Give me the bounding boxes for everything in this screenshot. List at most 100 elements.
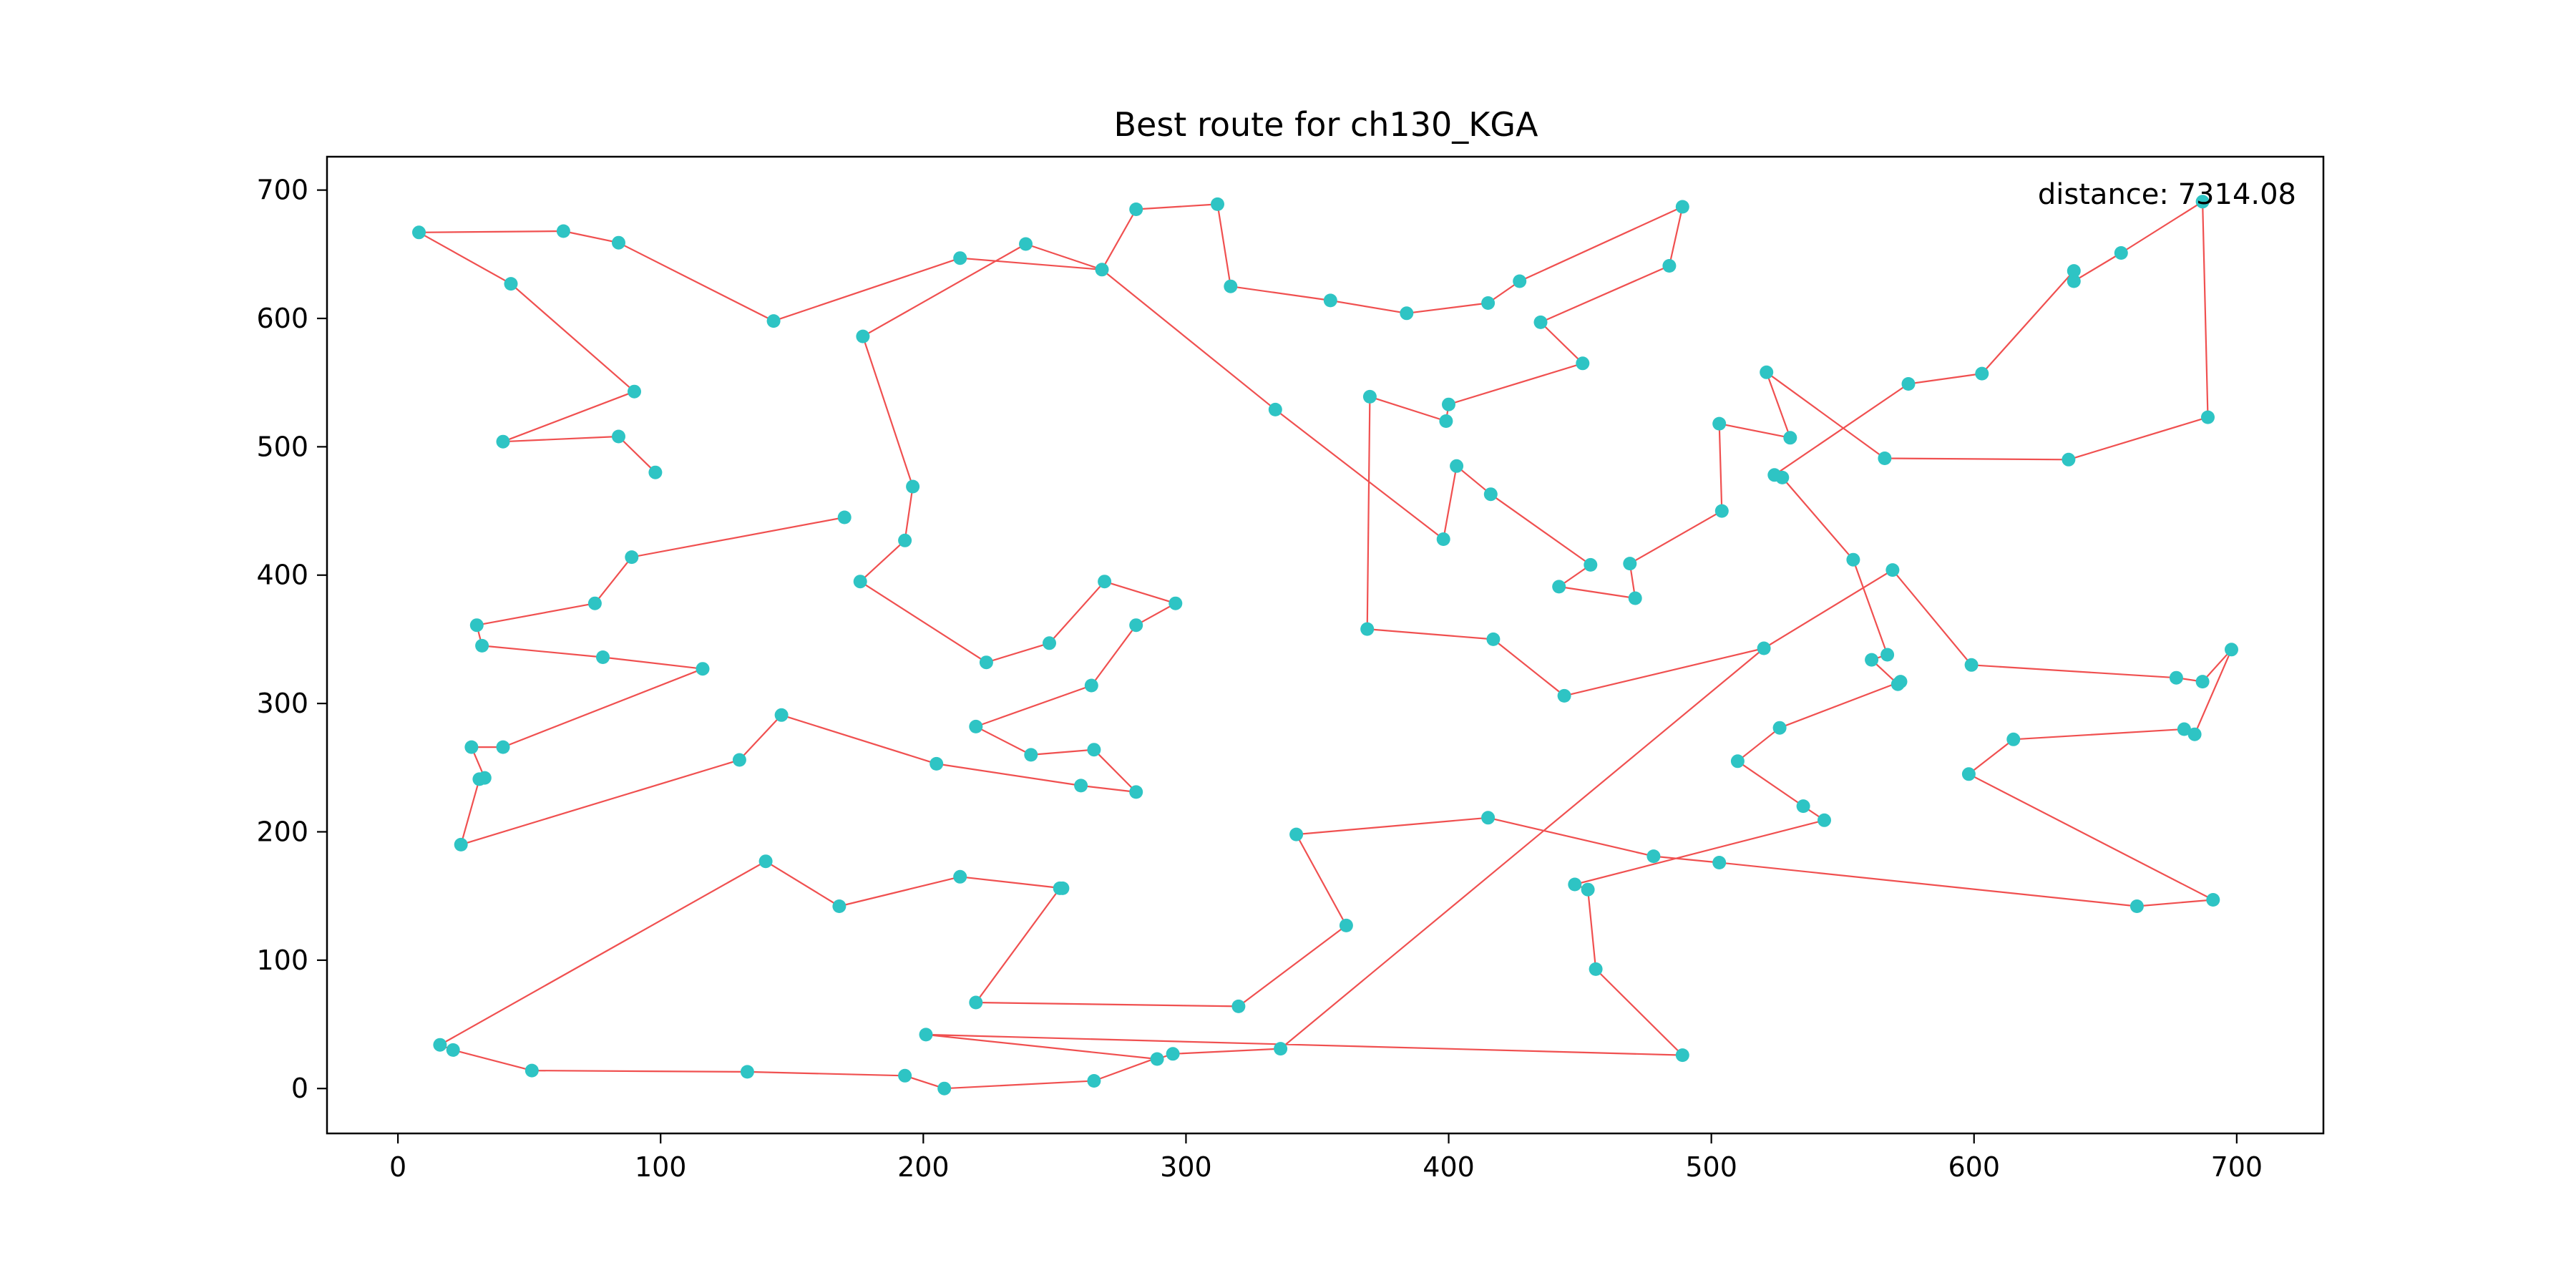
city-point bbox=[446, 1043, 460, 1057]
y-tick-label: 600 bbox=[256, 303, 308, 334]
route-segment-0 bbox=[418, 231, 656, 473]
city-point bbox=[1961, 767, 1976, 781]
city-point bbox=[1289, 827, 1304, 841]
city-point bbox=[832, 899, 847, 913]
city-point bbox=[953, 869, 967, 884]
city-point bbox=[1757, 641, 1771, 655]
city-point bbox=[1274, 1042, 1288, 1056]
city-point bbox=[1360, 622, 1375, 636]
city-point bbox=[1084, 678, 1098, 693]
city-point bbox=[1772, 721, 1787, 735]
chart-title: Best route for ch130_KGA bbox=[1113, 105, 1538, 144]
city-point bbox=[1450, 459, 1464, 473]
city-point bbox=[556, 224, 570, 238]
city-point bbox=[625, 550, 639, 565]
city-point bbox=[1818, 813, 1831, 827]
city-point bbox=[1481, 296, 1496, 310]
city-point bbox=[1675, 1048, 1689, 1063]
city-point bbox=[1533, 315, 1548, 329]
city-point bbox=[937, 1081, 952, 1096]
city-point bbox=[469, 618, 484, 633]
distance-annotation: distance: 7314.08 bbox=[2038, 178, 2296, 211]
city-point bbox=[475, 638, 489, 653]
city-point bbox=[1513, 274, 1527, 288]
city-point bbox=[1796, 799, 1810, 814]
city-point bbox=[898, 533, 912, 547]
city-point bbox=[1019, 237, 1033, 251]
city-point bbox=[596, 650, 610, 664]
city-point bbox=[1964, 658, 1979, 672]
city-point bbox=[612, 235, 625, 250]
x-tick-label: 700 bbox=[2211, 1151, 2263, 1183]
city-point bbox=[496, 434, 510, 449]
city-point bbox=[1589, 962, 1603, 976]
city-point bbox=[2177, 722, 2191, 736]
city-point bbox=[1129, 618, 1143, 633]
city-point bbox=[412, 225, 426, 240]
city-point bbox=[1483, 487, 1498, 502]
city-point bbox=[1581, 882, 1595, 897]
y-tick-label: 500 bbox=[256, 431, 308, 462]
city-point bbox=[1712, 856, 1727, 869]
city-point bbox=[525, 1063, 539, 1078]
city-point bbox=[1442, 397, 1455, 411]
city-point bbox=[953, 251, 967, 265]
city-point bbox=[1439, 414, 1453, 428]
city-point bbox=[1169, 596, 1183, 610]
city-point bbox=[1074, 779, 1088, 793]
city-point bbox=[1098, 575, 1112, 589]
city-point bbox=[1552, 580, 1566, 594]
city-point bbox=[732, 753, 746, 767]
city-point bbox=[919, 1028, 933, 1042]
city-point bbox=[2006, 732, 2021, 746]
city-point bbox=[696, 662, 710, 676]
city-point bbox=[2187, 727, 2202, 741]
city-point bbox=[612, 429, 625, 444]
city-point bbox=[979, 655, 993, 670]
y-axis-ticks: 0 100 200 300 400 500 600 700 bbox=[256, 175, 327, 1104]
city-point bbox=[2225, 643, 2238, 657]
city-point bbox=[1362, 389, 1377, 404]
city-point bbox=[2195, 195, 2210, 209]
city-point bbox=[1087, 743, 1101, 757]
city-point bbox=[1628, 591, 1642, 605]
city-point bbox=[766, 314, 781, 328]
y-tick-label: 200 bbox=[256, 816, 308, 847]
city-point bbox=[1880, 648, 1895, 662]
city-point bbox=[969, 719, 983, 733]
city-point bbox=[1095, 263, 1109, 277]
x-tick-label: 0 bbox=[389, 1151, 406, 1183]
y-tick-label: 0 bbox=[291, 1073, 308, 1104]
city-point bbox=[1865, 653, 1879, 667]
city-point bbox=[1675, 200, 1689, 214]
city-point bbox=[1760, 365, 1774, 379]
city-point bbox=[1584, 557, 1598, 572]
city-point bbox=[1662, 259, 1677, 273]
city-point bbox=[587, 596, 602, 610]
city-point bbox=[853, 575, 867, 589]
x-tick-label: 100 bbox=[635, 1151, 687, 1183]
city-point bbox=[2062, 452, 2076, 467]
city-point bbox=[1885, 563, 1900, 577]
city-point bbox=[2206, 893, 2220, 907]
city-point bbox=[740, 1065, 754, 1079]
city-point bbox=[1975, 366, 1989, 381]
city-point bbox=[1129, 785, 1143, 799]
city-point bbox=[433, 1038, 447, 1052]
y-tick-label: 300 bbox=[256, 688, 308, 719]
city-point bbox=[758, 854, 773, 869]
city-point bbox=[1129, 203, 1143, 216]
city-point bbox=[504, 277, 518, 291]
city-point bbox=[1323, 293, 1337, 308]
city-point bbox=[1231, 999, 1246, 1013]
x-tick-label: 200 bbox=[897, 1151, 950, 1183]
city-point bbox=[628, 384, 641, 399]
city-point bbox=[1712, 416, 1727, 431]
city-point bbox=[930, 756, 944, 771]
city-point bbox=[464, 740, 479, 754]
city-point bbox=[1783, 431, 1797, 445]
plot-frame bbox=[326, 155, 2325, 1135]
city-point bbox=[774, 708, 789, 722]
city-point bbox=[1714, 504, 1729, 518]
